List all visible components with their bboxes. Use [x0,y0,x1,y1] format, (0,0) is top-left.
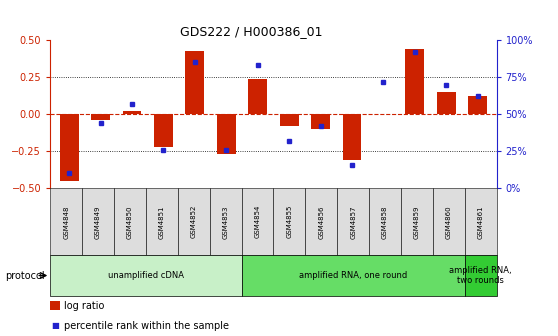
Bar [437,92,456,114]
Text: GSM4855: GSM4855 [286,205,292,239]
Text: amplified RNA, one round: amplified RNA, one round [299,271,407,280]
Text: GSM4854: GSM4854 [254,205,261,239]
Bar [343,114,362,160]
Text: GSM4856: GSM4856 [318,205,324,239]
Text: GSM4859: GSM4859 [414,205,420,239]
Text: ■: ■ [51,322,59,330]
Text: amplified RNA,
two rounds: amplified RNA, two rounds [449,266,512,285]
Bar [91,114,110,120]
Bar [248,79,267,114]
Bar [185,51,204,114]
Text: GSM4852: GSM4852 [191,205,197,239]
Text: GSM4861: GSM4861 [478,205,484,239]
Text: GSM4850: GSM4850 [127,205,133,239]
Bar [280,114,299,126]
Text: GSM4851: GSM4851 [159,205,165,239]
Text: GSM4853: GSM4853 [223,205,229,239]
Bar [60,114,79,181]
Text: GSM4848: GSM4848 [63,205,69,239]
Text: GSM4860: GSM4860 [446,205,452,239]
Bar [406,49,424,114]
Text: GSM4858: GSM4858 [382,205,388,239]
Text: log ratio: log ratio [64,301,104,311]
Bar [311,114,330,129]
Text: GSM4857: GSM4857 [350,205,356,239]
Bar [123,111,141,114]
Bar [154,114,173,147]
Text: protocol: protocol [6,270,45,281]
Title: GDS222 / H000386_01: GDS222 / H000386_01 [180,25,323,38]
Bar [217,114,235,154]
Text: percentile rank within the sample: percentile rank within the sample [64,321,229,331]
Bar [468,96,487,114]
Text: unamplified cDNA: unamplified cDNA [108,271,184,280]
Text: GSM4849: GSM4849 [95,205,101,239]
